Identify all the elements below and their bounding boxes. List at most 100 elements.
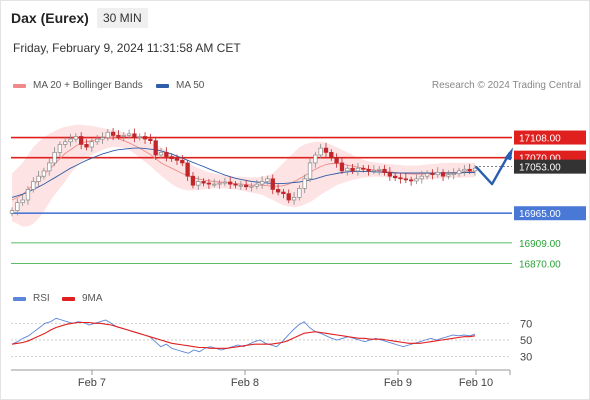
candle-down [430, 173, 435, 175]
candle-down [398, 177, 403, 180]
candle-up [355, 167, 361, 172]
projection-arrowhead [504, 147, 513, 161]
chart-datetime: Friday, February 9, 2024 11:31:58 AM CET [13, 41, 241, 55]
price-tag-target: 16870.00 [519, 260, 561, 271]
candle-up [377, 168, 382, 171]
candle-up [94, 138, 100, 143]
x-axis-label: Feb 10 [459, 377, 493, 389]
candle-down [286, 193, 291, 201]
candle-up [265, 178, 270, 182]
candle-up [318, 147, 323, 156]
candle-up [297, 188, 302, 198]
candle-down [132, 133, 137, 138]
instrument-title: Dax (Eurex) [11, 10, 89, 26]
rsi-level-label: 50 [520, 335, 532, 347]
price-tag-bg-resistance [514, 130, 586, 145]
projection-arrow [475, 151, 512, 186]
candle-down [233, 183, 238, 186]
candle-down [244, 184, 249, 188]
ma20-swatch [13, 83, 26, 88]
candle-down [281, 191, 286, 194]
candle-down [393, 175, 398, 179]
candle-up [20, 199, 25, 203]
candle-up [52, 152, 57, 164]
ma50-line [11, 147, 475, 198]
candle-down [153, 140, 158, 156]
legend-ma9: 9MA [62, 293, 103, 304]
candle-down [387, 172, 393, 177]
candle-up [68, 138, 73, 143]
credit-text: Research © 2024 Trading Central [431, 80, 581, 91]
candle-down [110, 131, 116, 136]
candle-down [116, 135, 121, 137]
price-tag-bg-support [514, 206, 586, 221]
candle-down [84, 144, 89, 148]
candle-down [350, 167, 355, 172]
candle-up [307, 162, 313, 180]
candle-up [137, 136, 142, 138]
candle-down [440, 172, 446, 177]
price-tag-bg-last [514, 159, 586, 174]
candle-down [323, 147, 329, 153]
candle-up [57, 144, 63, 153]
candle-up [126, 133, 132, 136]
x-axis-label: Feb 7 [78, 377, 106, 389]
rsi-level-label: 30 [520, 352, 532, 364]
candle-up [158, 152, 164, 156]
candle-down [403, 178, 408, 181]
candle-up [435, 172, 440, 175]
rsi-swatch [13, 296, 26, 301]
candle-down [366, 168, 371, 172]
candle-up [25, 189, 31, 201]
candle-down [148, 138, 153, 142]
candle-down [382, 168, 387, 173]
candle-up [89, 141, 94, 148]
candle-down [164, 152, 169, 157]
candle-up [446, 174, 451, 177]
candle-up [41, 170, 47, 177]
rsi-level-label: 70 [520, 318, 532, 330]
candle-down [79, 136, 84, 145]
candle-up [462, 168, 467, 172]
price-tag-last: 17053.00 [519, 163, 561, 174]
rsi-ma9-line [11, 321, 476, 349]
price-tag-support: 16965.00 [519, 209, 561, 220]
candle-up [249, 185, 254, 188]
interval-badge[interactable]: 30 MIN [97, 8, 148, 28]
candle-up [313, 154, 318, 164]
candle-up [424, 173, 430, 177]
candle-up [238, 184, 243, 187]
candle-down [201, 181, 206, 184]
candle-down [169, 156, 174, 160]
candle-down [361, 167, 366, 170]
price-tag-resistance: 17108.00 [519, 134, 561, 145]
candle-up [259, 181, 265, 185]
candle-up [15, 202, 20, 211]
bollinger-band-area [12, 124, 475, 227]
x-axis-label: Feb 9 [384, 377, 412, 389]
candle-down [180, 159, 185, 164]
candle-down [142, 136, 148, 140]
ma9-swatch [62, 296, 75, 301]
rsi-line [11, 317, 476, 354]
candle-up [472, 167, 478, 172]
candle-up [31, 181, 36, 190]
x-axis-label: Feb 8 [231, 377, 259, 389]
candle-up [345, 167, 350, 172]
legend-rsi: RSI [13, 293, 50, 304]
candle-up [47, 162, 52, 172]
candle-up [451, 173, 456, 175]
candle-up [121, 135, 126, 137]
candle-up [105, 131, 110, 138]
candle-up [212, 183, 217, 186]
ma9-label: 9MA [82, 293, 103, 304]
ma20-label: MA 20 + Bollinger Bands [33, 80, 143, 91]
legend-ma50: MA 50 [156, 80, 204, 91]
candle-down [408, 179, 414, 182]
candle-down [329, 152, 334, 158]
candle-up [73, 136, 79, 140]
rsi-label: RSI [33, 293, 50, 304]
candle-up [291, 197, 297, 201]
candle-up [100, 137, 105, 140]
